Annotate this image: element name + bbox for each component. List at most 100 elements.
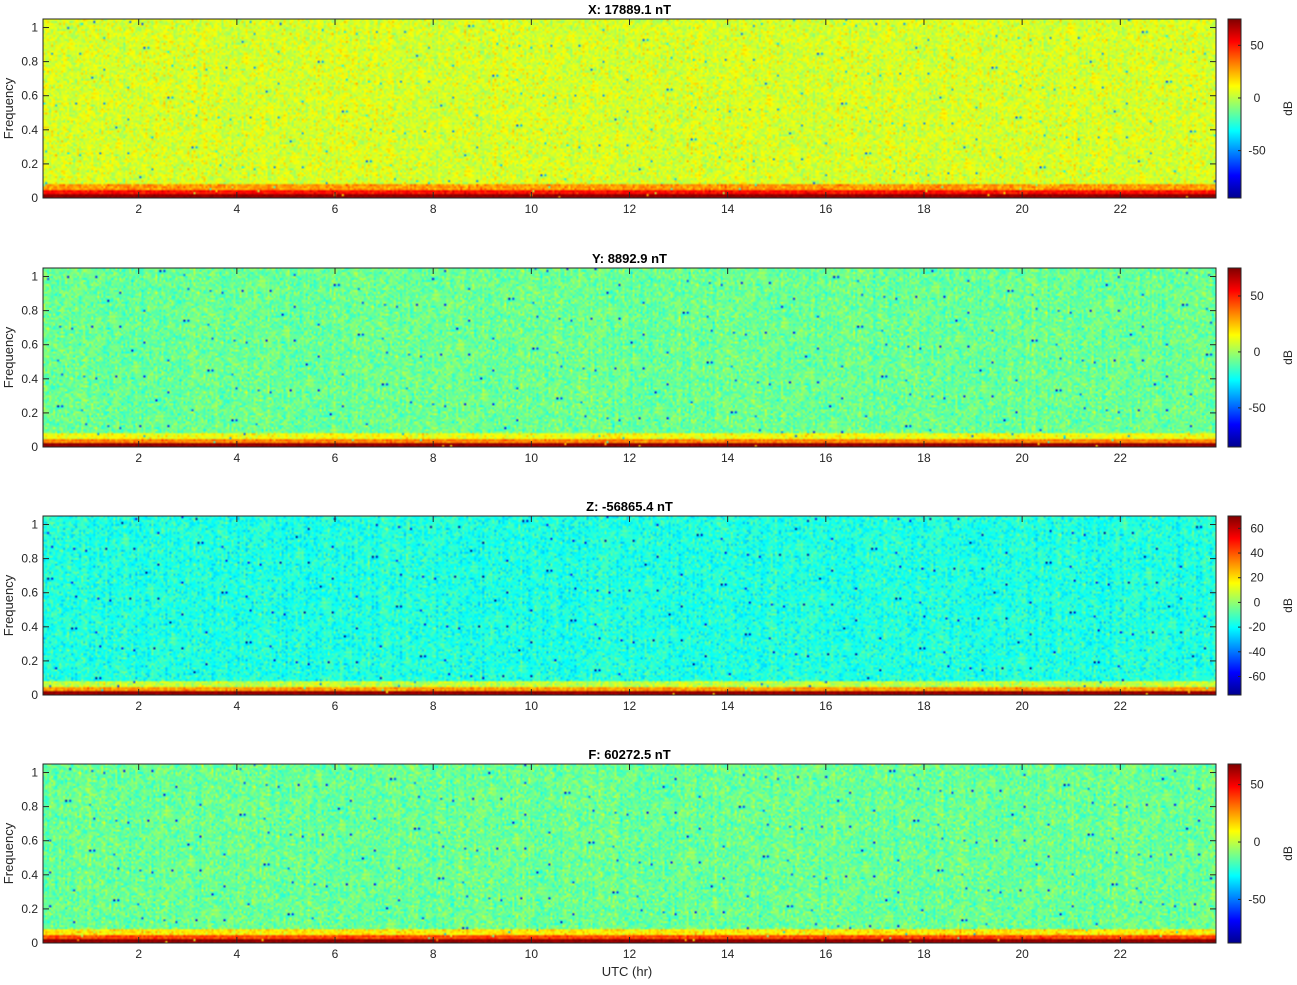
y-axis-label: Frequency xyxy=(1,326,16,388)
x-tick-label: 14 xyxy=(721,451,735,465)
colorbar: -60 -40 -20 0 20 40 60 dB xyxy=(1227,515,1295,696)
y-tick-label: 0.4 xyxy=(21,620,38,634)
y-tick-label: 1 xyxy=(31,518,38,532)
colorbar-tick-label: 40 xyxy=(1250,546,1264,560)
x-tick-label: 12 xyxy=(623,699,637,713)
colorbar-label: dB xyxy=(1281,101,1295,116)
y-tick-label: 0.4 xyxy=(21,123,38,137)
x-tick-label: 18 xyxy=(917,699,931,713)
spectrogram-image xyxy=(43,764,1216,943)
colorbar-tick-label: 0 xyxy=(1254,835,1261,849)
colorbar-label: dB xyxy=(1281,598,1295,613)
colorbar-gradient xyxy=(1227,763,1242,944)
x-tick-label: 8 xyxy=(430,202,437,216)
panel-title: F: 60272.5 nT xyxy=(588,747,670,762)
x-tick-label: 12 xyxy=(623,202,637,216)
x-tick-label: 22 xyxy=(1114,947,1128,961)
colorbar-tick-label: 50 xyxy=(1250,289,1264,303)
y-tick-label: 0.2 xyxy=(21,157,38,171)
colorbar: -50 0 50 dB xyxy=(1227,763,1295,944)
x-tick-label: 8 xyxy=(430,947,437,961)
x-tick-label: 10 xyxy=(525,947,539,961)
y-tick-label: 0 xyxy=(31,440,38,454)
colorbar-tick-label: 60 xyxy=(1250,521,1264,535)
y-tick-label: 1 xyxy=(31,21,38,35)
x-tick-label: 8 xyxy=(430,451,437,465)
colorbar-gradient xyxy=(1227,267,1242,448)
y-tick-label: 0.2 xyxy=(21,902,38,916)
y-tick-label: 0.6 xyxy=(21,586,38,600)
colorbar-tick-label: -50 xyxy=(1248,144,1266,158)
x-tick-label: 6 xyxy=(332,202,339,216)
x-tick-label: 22 xyxy=(1114,699,1128,713)
y-tick-label: 0.6 xyxy=(21,834,38,848)
colorbar-tick-label: 0 xyxy=(1254,345,1261,359)
colorbar-tick-label: -20 xyxy=(1248,620,1266,634)
x-tick-label: 20 xyxy=(1015,947,1029,961)
x-tick-label: 4 xyxy=(234,947,241,961)
colorbar: -50 0 50 dB xyxy=(1227,267,1295,448)
y-tick-label: 0.8 xyxy=(21,304,38,318)
x-tick-label: 22 xyxy=(1114,451,1128,465)
x-tick-label: 2 xyxy=(135,451,142,465)
colorbar-tick-label: 0 xyxy=(1254,595,1261,609)
y-tick-label: 0.2 xyxy=(21,406,38,420)
y-tick-label: 0 xyxy=(31,191,38,205)
y-tick-label: 0.6 xyxy=(21,89,38,103)
y-axis-label: Frequency xyxy=(1,822,16,884)
x-tick-label: 14 xyxy=(721,699,735,713)
x-tick-label: 8 xyxy=(430,699,437,713)
x-tick-label: 14 xyxy=(721,202,735,216)
x-tick-label: 6 xyxy=(332,451,339,465)
spectrogram-image xyxy=(43,516,1216,695)
panel-title: X: 17889.1 nT xyxy=(588,2,671,17)
x-tick-label: 12 xyxy=(623,451,637,465)
colorbar-tick-label: -50 xyxy=(1248,892,1266,906)
spectrogram-panel: 2 4 6 8 10 12 14 16 18 20 22 0 0.2 0.4 0.6 0.8 1 Y: 8892.… xyxy=(1,251,1295,465)
y-tick-label: 0.2 xyxy=(21,654,38,668)
panel-title: Y: 8892.9 nT xyxy=(592,251,667,266)
x-tick-label: 10 xyxy=(525,202,539,216)
x-tick-label: 4 xyxy=(234,699,241,713)
colorbar-tick-label: -50 xyxy=(1248,401,1266,415)
x-tick-label: 20 xyxy=(1015,202,1029,216)
colorbar-tick-label: 20 xyxy=(1250,571,1264,585)
x-tick-label: 16 xyxy=(819,451,833,465)
y-axis-label: Frequency xyxy=(1,574,16,636)
colorbar: -50 0 50 dB xyxy=(1227,18,1295,199)
x-tick-label: 2 xyxy=(135,699,142,713)
y-tick-label: 0.8 xyxy=(21,800,38,814)
y-tick-label: 0.4 xyxy=(21,868,38,882)
y-tick-label: 1 xyxy=(31,270,38,284)
y-tick-label: 0 xyxy=(31,936,38,950)
colorbar-tick-label: -40 xyxy=(1248,645,1266,659)
x-tick-label: 6 xyxy=(332,947,339,961)
x-tick-label: 2 xyxy=(135,947,142,961)
spectrogram-panel: 2 4 6 8 10 12 14 16 18 20 22 0 0.2 0.4 0.6 0.8 1 Z: -5686… xyxy=(1,499,1295,713)
y-tick-label: 0.8 xyxy=(21,552,38,566)
y-tick-label: 1 xyxy=(31,766,38,780)
x-tick-label: 22 xyxy=(1114,202,1128,216)
colorbar-gradient xyxy=(1227,515,1242,696)
spectrogram-panel: 2 4 6 8 10 12 14 16 18 20 22 0 0.2 0.4 0.6 0.8 1 X: 17889… xyxy=(1,2,1295,216)
x-tick-label: 12 xyxy=(623,947,637,961)
colorbar-tick-label: -60 xyxy=(1248,669,1266,683)
y-tick-label: 0.6 xyxy=(21,338,38,352)
spectrogram-image xyxy=(43,268,1216,447)
x-tick-label: 10 xyxy=(525,699,539,713)
colorbar-label: dB xyxy=(1281,350,1295,365)
colorbar-tick-label: 50 xyxy=(1250,778,1264,792)
x-tick-label: 18 xyxy=(917,451,931,465)
colorbar-tick-label: 50 xyxy=(1250,38,1264,52)
y-tick-label: 0.4 xyxy=(21,372,38,386)
x-tick-label: 16 xyxy=(819,699,833,713)
x-tick-label: 20 xyxy=(1015,699,1029,713)
x-tick-label: 20 xyxy=(1015,451,1029,465)
x-tick-label: 14 xyxy=(721,947,735,961)
x-tick-label: 4 xyxy=(234,451,241,465)
y-tick-label: 0 xyxy=(31,688,38,702)
x-tick-label: 4 xyxy=(234,202,241,216)
x-tick-label: 18 xyxy=(917,202,931,216)
